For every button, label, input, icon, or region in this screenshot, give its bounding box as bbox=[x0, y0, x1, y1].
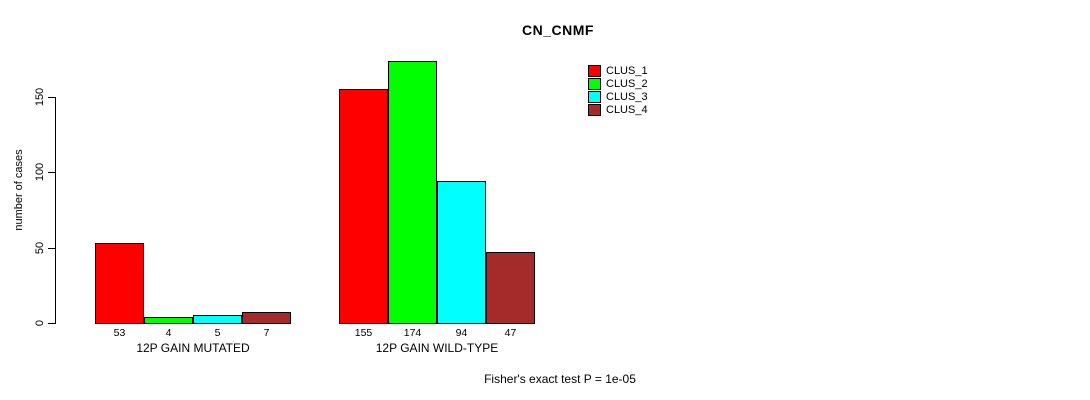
y-tick-label: 150 bbox=[34, 87, 46, 107]
y-tick-mark bbox=[48, 97, 55, 98]
y-tick-label: 50 bbox=[34, 241, 46, 254]
legend-swatch-clus_4 bbox=[588, 104, 601, 116]
legend-label: CLUS_4 bbox=[606, 104, 648, 116]
fisher-test-annotation: Fisher's exact test P = 1e-05 bbox=[484, 372, 636, 386]
legend-row-clus_4: CLUS_4 bbox=[588, 104, 678, 117]
legend-row-clus_2: CLUS_2 bbox=[588, 78, 678, 91]
group-label-2: 12P GAIN WILD-TYPE bbox=[375, 341, 499, 355]
bar-value-label: 47 bbox=[504, 327, 517, 339]
y-tick-mark bbox=[48, 247, 55, 249]
y-tick-label: 0 bbox=[34, 319, 46, 327]
bar-value-label: 155 bbox=[354, 327, 373, 339]
bar-clus_1-group2 bbox=[339, 89, 388, 324]
bar-clus_3-group1 bbox=[193, 315, 242, 324]
bar-clus_2-group2 bbox=[388, 60, 437, 324]
legend-swatch-clus_2 bbox=[588, 78, 601, 90]
bar-clus_2-group1 bbox=[144, 316, 193, 324]
bar-clus_3-group2 bbox=[437, 181, 486, 324]
legend-row-clus_3: CLUS_3 bbox=[588, 91, 678, 104]
legend-row-clus_1: CLUS_1 bbox=[588, 65, 678, 78]
y-tick-mark bbox=[48, 172, 55, 174]
chart-title: CN_CNMF bbox=[522, 22, 594, 38]
bar-value-label: 5 bbox=[214, 327, 221, 339]
bar-clus_1-group1 bbox=[95, 243, 144, 324]
legend-label: CLUS_3 bbox=[606, 91, 648, 103]
legend-label: CLUS_2 bbox=[606, 78, 648, 90]
legend-swatch-clus_1 bbox=[588, 65, 601, 77]
y-tick-mark bbox=[48, 323, 55, 324]
bar-value-label: 4 bbox=[165, 327, 172, 339]
bar-value-label: 53 bbox=[113, 327, 126, 339]
group-label-1: 12P GAIN MUTATED bbox=[136, 341, 250, 355]
y-axis-line bbox=[55, 97, 56, 324]
legend-swatch-clus_3 bbox=[588, 91, 601, 103]
bar-value-label: 7 bbox=[263, 327, 270, 339]
bar-value-label: 174 bbox=[403, 327, 422, 339]
bar-value-label: 94 bbox=[455, 327, 468, 339]
y-tick-label: 100 bbox=[34, 163, 46, 182]
bar-clus_4-group1 bbox=[242, 312, 291, 324]
bar-clus_4-group2 bbox=[486, 252, 535, 324]
legend-label: CLUS_1 bbox=[606, 65, 648, 77]
y-axis-label: number of cases bbox=[13, 149, 25, 231]
